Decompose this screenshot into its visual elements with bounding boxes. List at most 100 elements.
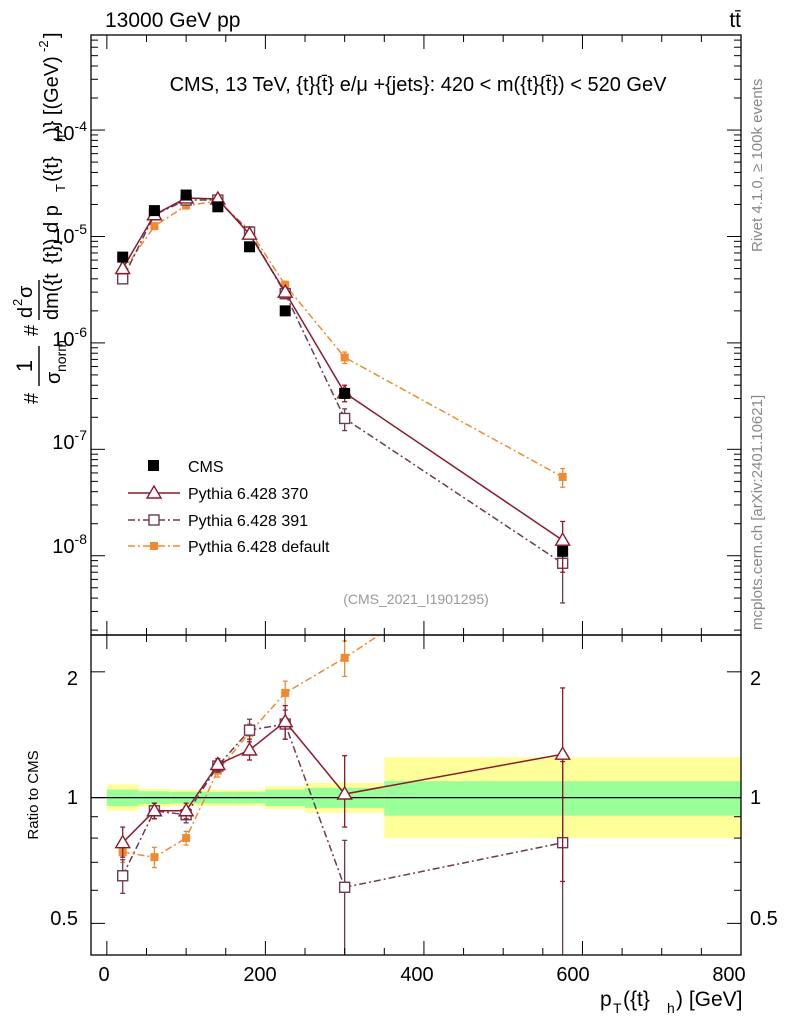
xtick-label-400: 400 <box>400 964 433 986</box>
legend-label-pythia-391: Pythia 6.428 391 <box>188 513 308 530</box>
main-marker-cms-6 <box>339 387 351 399</box>
xlabel-h: h <box>667 1000 675 1016</box>
ytick-label-1e-5: 10-5 <box>52 221 87 248</box>
ylabel-den-a: dm({t <box>41 273 63 320</box>
ytick-label-1e-7: 10-7 <box>52 427 87 454</box>
ratio-marker-pythia-6-428-default-7 <box>559 509 567 517</box>
ylabel-den-h: h <box>53 135 68 142</box>
ratio-panel: 2 1 0.5 2 1 0.5 Ratio to CMS 0 200 400 6… <box>25 509 778 1016</box>
ratio-series-pythia-6-428-391 <box>117 709 569 955</box>
ratio-ylabel: Ratio to CMS <box>25 750 42 839</box>
ratio-line-pythia-6-428-default <box>122 635 381 858</box>
ratio-marker-pythia-6-428-default-6 <box>340 653 349 662</box>
ylabel-sigma-b: σ <box>15 285 37 298</box>
main-line-pythia-6-428-default <box>122 200 563 478</box>
xlabel-p: p <box>600 988 612 1011</box>
ylabel-norm: norm <box>53 340 69 372</box>
main-marker-cms-0 <box>117 251 129 263</box>
plot-title: CMS, 13 TeV, {t}{t̄} e/μ +{jets}: 420 < … <box>170 74 668 96</box>
xtick-label-0: 0 <box>98 964 109 986</box>
ylabel-den-c: ({t} <box>41 156 63 182</box>
main-marker-pythia-6-428-default-1 <box>150 222 159 231</box>
legend: CMS Pythia 6.428 370 Pythia 6.428 391 Py… <box>128 459 330 556</box>
main-marker-cms-2 <box>180 189 192 201</box>
ratio-marker-pythia-6-428-370-3 <box>209 756 227 771</box>
ratio-marker-pythia-6-428-370-6 <box>336 785 353 800</box>
main-line-pythia-6-428-391 <box>122 199 564 564</box>
ratio-axis-ticks <box>91 635 742 955</box>
header-left: 13000 GeV pp <box>105 9 240 32</box>
main-marker-pythia-6-428-default-7 <box>558 472 567 481</box>
main-marker-cms-3 <box>212 201 224 213</box>
ratio-marker-pythia-6-428-370-4 <box>241 741 258 756</box>
legend-marker-pythia-370 <box>145 484 163 499</box>
ylabel-one: 1 <box>12 360 37 372</box>
main-panel: CMS, 13 TeV, {t}{t̄} e/μ +{jets}: 420 < … <box>10 32 742 636</box>
main-marker-cms-5 <box>279 305 291 317</box>
xtick-label-600: 600 <box>556 964 589 986</box>
ylabel-den-b: {t}) d p <box>41 205 63 264</box>
ylabel-den-e: ] <box>41 32 63 38</box>
ylabel-hash-a: # <box>21 392 43 404</box>
main-marker-pythia-6-428-370-4 <box>241 225 258 240</box>
main-marker-cms-4 <box>244 241 256 253</box>
main-marker-pythia-6-428-default-6 <box>340 353 349 362</box>
main-marker-cms-7 <box>557 545 569 557</box>
ratio-data-layer <box>114 509 571 955</box>
ylabel-hash-b: # <box>21 324 43 336</box>
ratio-marker-pythia-6-428-391-0 <box>117 870 129 882</box>
main-marker-pythia-6-428-370-5 <box>276 283 294 298</box>
legend-marker-pythia-391 <box>148 514 160 526</box>
ylabel-two: 2 <box>10 299 25 306</box>
ratio-ytick-label-right-2: 2 <box>750 668 761 690</box>
legend-entry-pythia-default: Pythia 6.428 default <box>128 539 330 556</box>
legend-entry-pythia-370: Pythia 6.428 370 <box>128 484 308 503</box>
xlabel-mid: ({t} <box>623 988 650 1011</box>
rivet-label: Rivet 4.1.0, ≥ 100k events <box>749 79 766 252</box>
legend-label-pythia-default: Pythia 6.428 default <box>188 539 330 556</box>
ytick-label-1e-6: 10-6 <box>52 324 87 351</box>
ratio-frame <box>90 634 742 956</box>
xtick-label-800: 800 <box>712 964 745 986</box>
main-marker-pythia-6-428-370-0 <box>114 260 131 275</box>
ratio-marker-pythia-6-428-default-5 <box>281 688 290 697</box>
ratio-ytick-label-right-1: 1 <box>750 787 761 809</box>
ytick-label-1e-8: 10-8 <box>52 531 87 558</box>
analysis-watermark: (CMS_2021_I1901295) <box>343 591 489 607</box>
ratio-marker-pythia-6-428-default-2 <box>182 834 191 843</box>
main-marker-pythia-6-428-391-6 <box>338 412 351 425</box>
main-series-pythia-6-428-default <box>118 197 567 488</box>
ratio-ytick-label-left-2: 2 <box>67 668 78 690</box>
ratio-ytick-label-right-0: 0.5 <box>750 908 778 930</box>
ratio-marker-pythia-6-428-370-0 <box>114 834 131 849</box>
main-marker-pythia-6-428-370-7 <box>554 531 571 546</box>
main-series-cms <box>117 189 569 557</box>
ylabel-sigma: σ <box>43 371 65 384</box>
ratio-series-pythia-6-428-370 <box>114 687 571 883</box>
mcplots-label: mcplots.cern.ch [arXiv:2401.10621] <box>749 395 766 630</box>
ylabel-den-T: T <box>53 184 68 192</box>
xlabel-end: ) [GeV] <box>676 988 743 1011</box>
legend-entry-cms: CMS <box>148 459 224 476</box>
legend-marker-pythia-default <box>150 542 158 550</box>
ylabel-d: d <box>15 307 37 318</box>
ratio-marker-pythia-6-428-391-4 <box>243 724 256 736</box>
ratio-marker-pythia-6-428-370-5 <box>276 713 294 728</box>
ratio-ytick-label-left-1: 1 <box>67 787 78 809</box>
main-series-pythia-6-428-370 <box>114 189 571 573</box>
main-data-layer <box>114 189 571 604</box>
ratio-marker-pythia-6-428-391-6 <box>338 881 351 893</box>
main-series-pythia-6-428-391 <box>117 194 569 604</box>
ytick-label-1e-4: 10-4 <box>52 118 87 145</box>
xlabel: p T ({t} h ) [GeV] <box>600 988 743 1016</box>
main-ylabel: # 1 σ norm # d 2 σ dm({t {t}) d p T ({t}… <box>10 32 69 404</box>
main-marker-pythia-6-428-391-0 <box>117 273 129 285</box>
legend-marker-cms <box>148 460 159 471</box>
ratio-marker-pythia-6-428-370-7 <box>554 745 571 760</box>
legend-label-cms: CMS <box>188 459 224 476</box>
main-axis-ticks <box>91 35 742 635</box>
ratio-line-pythia-6-428-370 <box>122 720 563 844</box>
xlabel-T: T <box>613 1000 622 1016</box>
legend-entry-pythia-391: Pythia 6.428 391 <box>128 513 308 530</box>
